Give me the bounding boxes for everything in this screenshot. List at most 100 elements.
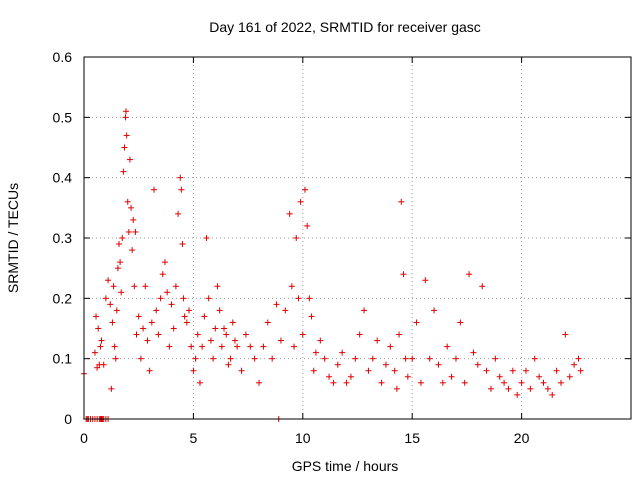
x-tick-label: 10 xyxy=(295,430,311,446)
data-point xyxy=(304,222,311,229)
data-point xyxy=(566,373,573,380)
data-point xyxy=(100,361,107,368)
data-point xyxy=(229,319,236,326)
data-point xyxy=(256,379,263,386)
data-point xyxy=(223,331,230,338)
data-point xyxy=(496,373,503,380)
data-point xyxy=(387,343,394,350)
data-point xyxy=(571,361,578,368)
data-point xyxy=(144,337,151,344)
data-point xyxy=(330,379,337,386)
data-point xyxy=(374,337,381,344)
data-point xyxy=(347,373,354,380)
data-point xyxy=(97,343,104,350)
data-point xyxy=(180,295,187,302)
data-point xyxy=(466,271,473,278)
data-point xyxy=(121,144,128,151)
data-point xyxy=(577,367,584,374)
data-point xyxy=(194,331,201,338)
data-point xyxy=(212,325,219,332)
data-point xyxy=(168,301,175,308)
data-point xyxy=(188,343,195,350)
data-point xyxy=(175,210,182,217)
data-point xyxy=(306,295,313,302)
data-point xyxy=(214,283,221,290)
y-tick-label: 0.5 xyxy=(53,109,73,125)
data-point xyxy=(431,307,438,314)
data-point xyxy=(102,295,109,302)
data-point xyxy=(457,319,464,326)
data-point xyxy=(352,355,359,362)
data-point xyxy=(231,337,238,344)
data-point xyxy=(444,343,451,350)
data-point xyxy=(148,319,155,326)
data-point xyxy=(308,313,315,320)
data-point xyxy=(122,114,129,121)
data-point xyxy=(192,355,199,362)
data-point xyxy=(549,391,556,398)
data-point xyxy=(369,355,376,362)
data-point xyxy=(536,373,543,380)
grid-lines xyxy=(84,57,631,419)
data-point xyxy=(107,301,114,308)
data-point xyxy=(378,379,385,386)
data-point xyxy=(94,364,101,371)
data-point xyxy=(321,355,328,362)
data-point xyxy=(553,367,560,374)
data-point xyxy=(273,301,280,308)
y-tick-label: 0.2 xyxy=(53,290,73,306)
data-point xyxy=(210,355,217,362)
data-point xyxy=(98,337,105,344)
data-point xyxy=(186,307,193,314)
data-point xyxy=(133,331,140,338)
data-point xyxy=(544,385,551,392)
data-point xyxy=(393,385,400,392)
x-tick-label: 0 xyxy=(80,430,88,446)
data-point xyxy=(126,156,133,163)
data-point xyxy=(142,283,149,290)
data-point xyxy=(218,343,225,350)
data-point xyxy=(400,271,407,278)
data-point xyxy=(361,307,368,314)
tick-labels: 0 5 10 15 20 0 0.1 0.2 0.3 0.4 0.5 0.6 xyxy=(53,49,530,446)
data-point xyxy=(492,355,499,362)
data-point xyxy=(297,198,304,205)
data-point xyxy=(339,349,346,356)
data-point xyxy=(146,367,153,374)
data-point xyxy=(159,271,166,278)
data-point xyxy=(119,235,126,241)
data-point xyxy=(110,283,117,290)
data-point xyxy=(413,319,420,326)
data-point xyxy=(487,385,494,392)
data-point xyxy=(356,331,363,338)
data-point xyxy=(288,283,295,290)
data-point xyxy=(124,198,131,205)
data-point xyxy=(123,108,130,115)
x-tick-label: 20 xyxy=(514,430,530,446)
data-point xyxy=(190,367,197,374)
data-point xyxy=(505,385,512,392)
data-point xyxy=(562,331,569,338)
data-point xyxy=(177,174,184,181)
data-point xyxy=(227,355,234,362)
data-point xyxy=(514,391,521,398)
data-point xyxy=(128,204,135,211)
data-point xyxy=(93,313,100,320)
data-point xyxy=(398,198,405,205)
data-point xyxy=(277,337,284,344)
data-point xyxy=(293,235,300,241)
data-point xyxy=(247,343,254,350)
data-point xyxy=(117,259,124,266)
data-point xyxy=(137,355,144,362)
data-point xyxy=(225,361,232,368)
data-point xyxy=(153,307,160,314)
data-point xyxy=(509,367,516,374)
data-point xyxy=(286,210,293,217)
data-point xyxy=(264,319,271,326)
data-point xyxy=(334,361,341,368)
data-point xyxy=(114,265,121,272)
data-point xyxy=(312,349,319,356)
x-tick-label: 15 xyxy=(404,430,420,446)
data-point xyxy=(295,295,302,302)
data-point xyxy=(452,355,459,362)
